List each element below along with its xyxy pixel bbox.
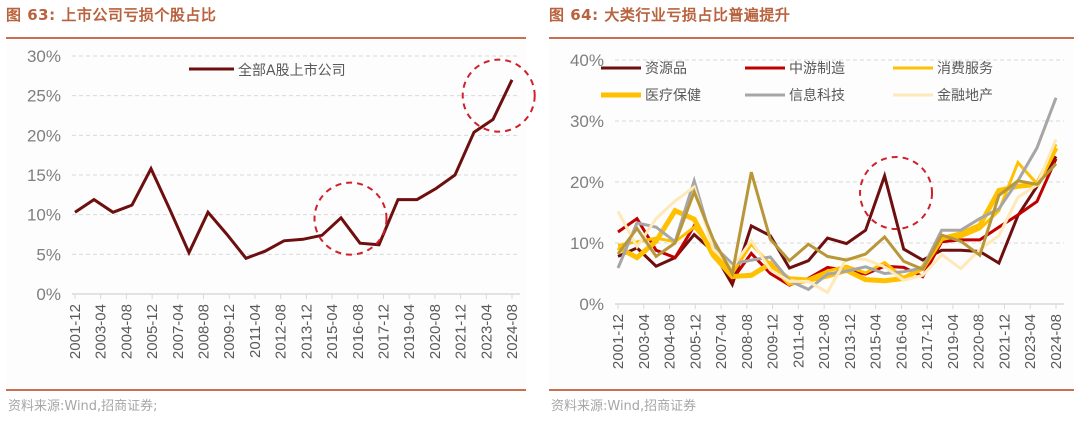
x-tick-label: 2019-04 xyxy=(945,314,962,369)
x-tick-label: 2004-08 xyxy=(662,314,679,369)
legend-label: 资源品 xyxy=(645,61,687,77)
x-tick-label: 2017-12 xyxy=(919,314,936,369)
title-rule xyxy=(6,37,526,39)
x-tick-label: 2012-08 xyxy=(816,314,833,369)
legend-label: 中游制造 xyxy=(789,61,845,77)
x-tick-label: 2009-12 xyxy=(765,314,782,369)
source-note: 资料来源:Wind,招商证券; xyxy=(8,399,158,414)
x-tick-label: 2017-12 xyxy=(375,304,392,359)
x-tick-label: 2021-12 xyxy=(453,304,470,359)
title-rule xyxy=(549,37,1074,39)
series-line xyxy=(617,155,1058,289)
y-tick-label: 30% xyxy=(27,47,61,66)
y-tick-label: 20% xyxy=(570,173,604,192)
y-tick-label: 0% xyxy=(36,285,61,304)
line-chart-svg: 0% 5% 10% 15% 20% 25% 30% 2001-12 2003-04 2004-08… xyxy=(27,47,536,359)
x-tick-label: 2020-08 xyxy=(427,304,444,359)
x-tick-label: 2016-08 xyxy=(350,304,367,359)
x-tick-label: 2004-08 xyxy=(118,304,135,359)
x-tick-label: 2011-04 xyxy=(247,304,264,358)
x-tick-label: 2008-08 xyxy=(196,304,213,359)
x-tick-label: 2003-04 xyxy=(93,304,110,359)
x-tick-label: 2019-04 xyxy=(401,304,418,359)
x-tick-label: 2015-04 xyxy=(868,314,885,369)
source-rule xyxy=(549,389,1074,391)
x-tick-label: 2011-04 xyxy=(790,314,807,368)
y-tick-label: 0% xyxy=(579,295,604,314)
x-tick-label: 2021-12 xyxy=(996,314,1013,369)
x-tick-label: 2013-12 xyxy=(298,304,315,359)
highlight-circle xyxy=(461,58,536,133)
x-tick-label: 2023-04 xyxy=(1022,314,1039,369)
series-line xyxy=(74,79,514,261)
x-tick-label: 2016-08 xyxy=(893,314,910,369)
legend-label: 信息科技 xyxy=(789,87,845,104)
series-line xyxy=(617,143,1058,281)
y-tick-label: 25% xyxy=(27,87,61,106)
x-tick-label: 2012-08 xyxy=(273,304,290,359)
x-tick-label: 2005-12 xyxy=(687,314,704,369)
figure-64-title: 图 64: 大类行业亏损占比普遍提升 xyxy=(549,6,791,24)
legend-label: 消费服务 xyxy=(937,61,993,77)
legend-label: 医疗保健 xyxy=(645,88,701,104)
y-tick-label: 10% xyxy=(570,234,604,253)
x-tick-label: 2005-12 xyxy=(144,304,161,359)
source-note: 资料来源:Wind,招商证券 xyxy=(551,399,697,414)
x-tick-label: 2024-08 xyxy=(1048,314,1065,369)
sector-loss-ratio-chart: 0% 10% 20% 30% 40% 2001-12 2003-04 2004-08 2005-… xyxy=(549,40,1074,388)
legend-label: 全部A股上市公司 xyxy=(238,62,346,79)
legend-label: 金融地产 xyxy=(937,88,993,104)
y-tick-label: 15% xyxy=(27,166,61,185)
x-tick-label: 2024-08 xyxy=(504,304,521,359)
figure-63-title: 图 63: 上市公司亏损个股占比 xyxy=(6,6,217,24)
y-tick-label: 5% xyxy=(36,245,61,264)
y-tick-label: 30% xyxy=(570,112,604,131)
x-tick-label: 2007-04 xyxy=(713,314,730,369)
y-tick-label: 20% xyxy=(27,126,61,145)
x-tick-label: 2023-04 xyxy=(478,304,495,359)
x-tick-label: 2003-04 xyxy=(636,314,653,369)
series-line xyxy=(616,162,1058,278)
x-tick-label: 2015-04 xyxy=(324,304,341,359)
loss-ratio-all-a-shares-chart: 0% 5% 10% 15% 20% 25% 30% 2001-12 2003-04 2004-08… xyxy=(6,40,536,388)
source-rule xyxy=(6,389,526,391)
y-tick-label: 10% xyxy=(27,206,61,225)
y-tick-label: 40% xyxy=(570,51,604,70)
multi-line-chart-svg: 0% 10% 20% 30% 40% 2001-12 2003-04 2004-08 2005-… xyxy=(570,51,1065,369)
highlight-circle xyxy=(859,155,934,230)
x-tick-label: 2001-12 xyxy=(610,314,627,369)
figure-63-panel: 图 63: 上市公司亏损个股占比 0% 5% 10% 15% 20% 25% 30% 2001… xyxy=(0,0,536,422)
x-tick-label: 2020-08 xyxy=(971,314,988,369)
x-tick-label: 2008-08 xyxy=(739,314,756,369)
figure-64-panel: 图 64: 大类行业亏损占比普遍提升 0% 10% 20% 30% 40% 2001-12… xyxy=(543,0,1080,422)
x-tick-label: 2009-12 xyxy=(221,304,238,359)
x-tick-label: 2001-12 xyxy=(67,304,84,359)
x-tick-label: 2007-04 xyxy=(170,304,187,359)
highlight-circle xyxy=(313,181,388,256)
x-tick-label: 2013-12 xyxy=(842,314,859,369)
